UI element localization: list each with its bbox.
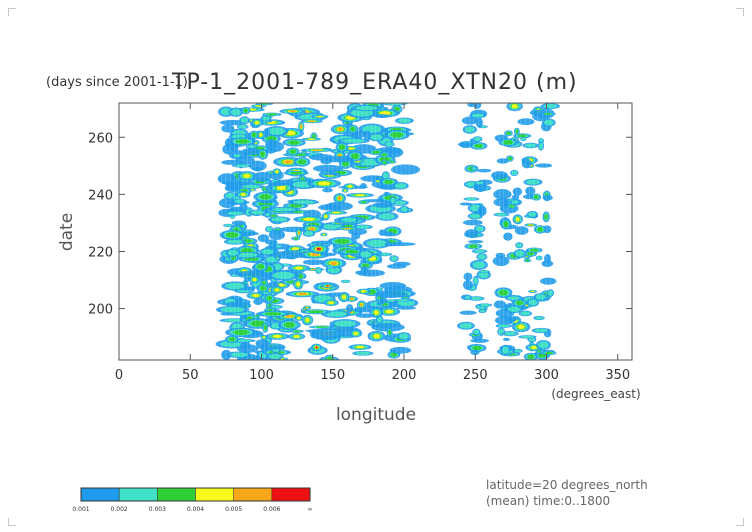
y-tick-label: 240 xyxy=(88,188,113,203)
crop-mark-top-left xyxy=(8,8,16,16)
colorbar-label: 0.002 xyxy=(111,506,128,513)
colorbar-label: 0.003 xyxy=(149,506,166,513)
colorbar-label: 0.001 xyxy=(72,506,89,513)
x-tick-label: 0 xyxy=(115,368,123,383)
colorbar-label: ∞ xyxy=(308,506,313,513)
latitude-annotation: latitude=20 degrees_north xyxy=(486,478,648,492)
colorbar: 0.001 0.002 0.003 0.004 0.005 0.006 ∞ xyxy=(72,487,313,513)
y-tick-label: 260 xyxy=(88,131,113,146)
heatmap-field xyxy=(204,103,603,360)
crop-mark-bottom-left xyxy=(8,518,16,526)
y-tick-label: 220 xyxy=(88,245,113,260)
x-tick-label: 300 xyxy=(534,368,559,383)
colorbar-swatch xyxy=(119,488,158,501)
colorbar-swatch xyxy=(271,488,310,501)
x-tick-label: 50 xyxy=(182,368,199,383)
chart-title: TP-1_2001-789_ERA40_XTN20 (m) xyxy=(172,70,578,95)
x-axis: 0 50 100 150 200 250 300 350 xyxy=(115,103,630,383)
x-tick-label: 350 xyxy=(605,368,630,383)
colorbar-swatch xyxy=(233,488,272,501)
y-tick-label: 200 xyxy=(88,303,113,318)
colorbar-swatch xyxy=(195,488,234,501)
x-axis-label: longitude xyxy=(336,405,416,425)
colorbar-swatch xyxy=(157,488,196,501)
colorbar-label: 0.004 xyxy=(187,506,204,513)
x-tick-label: 200 xyxy=(392,368,417,383)
x-tick-label: 100 xyxy=(249,368,274,383)
x-tick-label: 150 xyxy=(320,368,345,383)
x-tick-label: 250 xyxy=(463,368,488,383)
colorbar-label: 0.006 xyxy=(263,506,280,513)
time-annotation: (mean) time:0..1800 xyxy=(486,494,611,508)
plot-frame xyxy=(118,102,633,361)
crop-mark-bottom-right xyxy=(736,518,744,526)
y-axis: 200 220 240 260 xyxy=(88,131,632,318)
y-axis-label: date xyxy=(57,213,77,251)
crop-mark-top-right xyxy=(736,8,744,16)
x-axis-units: (degrees_east) xyxy=(551,387,640,401)
colorbar-swatch xyxy=(81,488,120,501)
colorbar-label: 0.005 xyxy=(225,506,242,513)
time-units-label: (days since 2001-1-1) xyxy=(46,75,188,90)
